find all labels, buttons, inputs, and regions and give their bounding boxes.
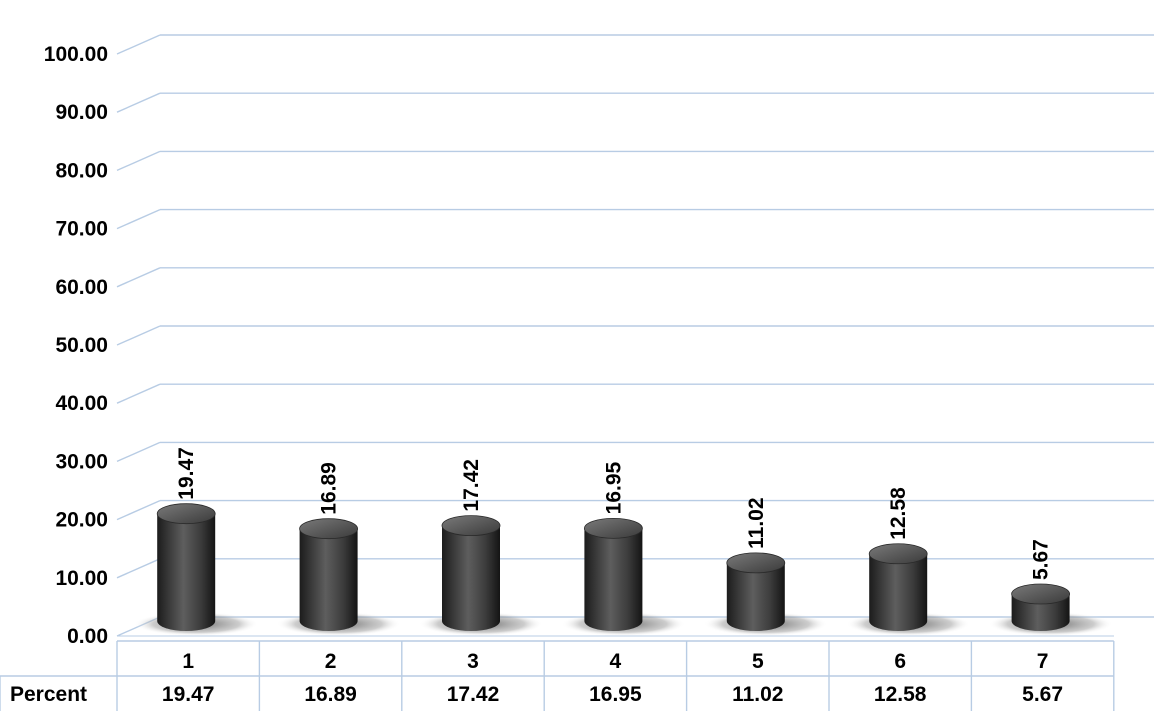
series-name: Percent — [10, 683, 87, 706]
bar-top — [299, 518, 359, 540]
table-value: 12.58 — [874, 683, 927, 706]
gridline-diagonal — [116, 441, 161, 463]
bar-top — [156, 503, 216, 525]
category-label: 7 — [1037, 650, 1049, 673]
gridline-diagonal — [116, 208, 161, 230]
table-value: 5.67 — [1022, 683, 1063, 706]
category-label: 6 — [894, 650, 906, 673]
data-labels: 19.47 16.89 17.42 16.95 11.02 12.58 5.67 — [175, 447, 1052, 580]
table-value: 16.89 — [304, 683, 357, 706]
y-tick-label: 70.00 — [55, 218, 108, 241]
bar — [561, 517, 686, 636]
bar — [703, 552, 828, 636]
y-tick-label: 90.00 — [55, 101, 108, 124]
y-tick-label: 80.00 — [55, 159, 108, 182]
category-label: 4 — [610, 650, 622, 673]
bar-top — [441, 515, 501, 537]
bar — [846, 543, 971, 636]
gridline-diagonal — [116, 267, 161, 288]
gridlines — [116, 34, 1154, 637]
gridline-diagonal — [116, 499, 161, 521]
bar-body — [584, 528, 643, 631]
bars — [134, 503, 1113, 636]
bar-body — [869, 553, 928, 631]
bar — [134, 503, 259, 636]
table-value: 16.95 — [589, 683, 642, 706]
data-label: 5.67 — [1030, 539, 1053, 580]
category-label: 3 — [467, 650, 479, 673]
y-axis: 0.00 10.00 20.00 30.00 40.00 50.00 60.00 70.00 8… — [44, 43, 108, 648]
table-value: 11.02 — [732, 683, 783, 706]
data-label: 19.47 — [175, 447, 198, 500]
data-label: 16.95 — [602, 461, 625, 514]
category-label: 1 — [182, 650, 194, 673]
data-label: 16.89 — [318, 462, 341, 515]
table-value: 19.47 — [162, 683, 215, 706]
bar-top — [868, 543, 928, 565]
data-table: Percent 1 19.47 2 16.89 3 17.42 4 16.95 5 11.02 6 12… — [0, 640, 1115, 711]
data-label: 11.02 — [745, 497, 768, 548]
gridline-diagonal — [116, 92, 161, 113]
data-label: 17.42 — [460, 459, 483, 512]
bar-body — [1011, 594, 1070, 631]
y-tick-label: 100.00 — [44, 43, 108, 66]
y-tick-label: 20.00 — [55, 509, 108, 532]
bar-body — [726, 562, 785, 631]
gridline-diagonal — [116, 150, 161, 172]
y-tick-label: 60.00 — [55, 276, 108, 299]
gridline-diagonal — [116, 34, 161, 55]
y-tick-label: 30.00 — [55, 450, 108, 473]
gridline-diagonal — [116, 325, 161, 346]
y-tick-label: 10.00 — [55, 567, 108, 590]
y-tick-label: 50.00 — [55, 334, 108, 357]
bar-body — [442, 525, 500, 631]
y-tick-label: 40.00 — [55, 392, 108, 415]
bar — [988, 583, 1113, 636]
data-label: 12.58 — [887, 487, 910, 540]
bar — [419, 515, 543, 636]
bar-top — [726, 552, 786, 574]
bar — [276, 518, 401, 636]
bar-body — [157, 513, 216, 631]
gridline-diagonal — [116, 558, 161, 579]
bar-body — [299, 528, 358, 631]
bar-top — [1011, 583, 1070, 605]
bar-top — [584, 517, 643, 539]
table-value: 17.42 — [447, 683, 500, 706]
category-label: 2 — [325, 650, 337, 673]
category-label: 5 — [752, 650, 764, 673]
gridline-diagonal — [116, 383, 161, 404]
y-tick-label: 0.00 — [67, 625, 108, 648]
